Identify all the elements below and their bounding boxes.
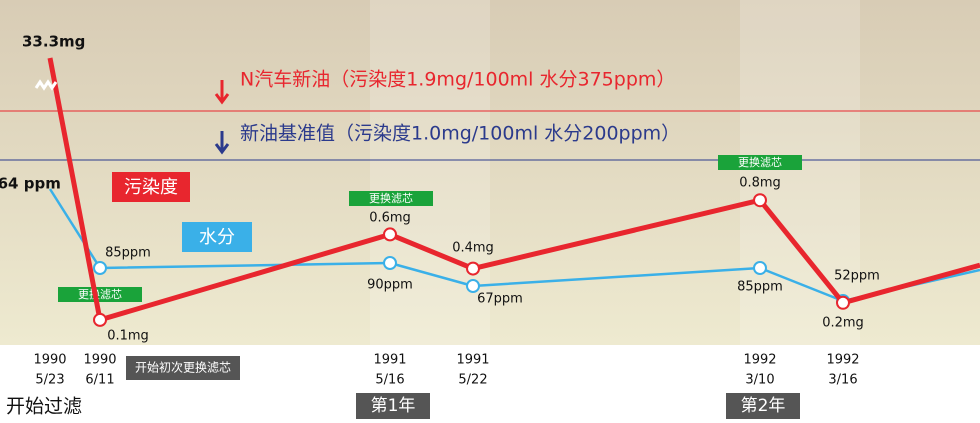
marker xyxy=(383,227,397,242)
marker xyxy=(93,312,107,327)
x-year-label: 1991 xyxy=(456,353,489,368)
x-date-label: 5/22 xyxy=(458,373,487,388)
marker xyxy=(753,261,767,275)
start-label: 开始过滤 xyxy=(6,396,82,418)
x-date-label: 3/16 xyxy=(828,373,857,388)
data-label: 0.1mg xyxy=(107,329,149,344)
marker xyxy=(383,256,397,270)
band xyxy=(370,0,490,345)
x-year-label: 1990 xyxy=(33,353,66,368)
tag xyxy=(718,155,802,170)
x-year-label: 1992 xyxy=(743,353,776,368)
note: 开始初次更换滤芯 xyxy=(135,361,231,375)
x-date-label: 5/23 xyxy=(35,373,64,388)
data-label: 85ppm xyxy=(737,280,783,295)
year-box xyxy=(726,393,800,419)
data-label: 52ppm xyxy=(834,269,880,284)
data-label: 0.2mg xyxy=(822,316,864,331)
marker xyxy=(466,261,480,276)
tag-label: 更换滤芯 xyxy=(738,155,782,169)
data-label: 90ppm xyxy=(367,278,413,293)
axis-break xyxy=(34,79,58,91)
marker xyxy=(466,279,480,293)
year-label: 第2年 xyxy=(741,396,786,416)
marker xyxy=(93,261,107,275)
legend-box xyxy=(182,222,252,252)
tag xyxy=(58,287,142,302)
x-date-label: 6/11 xyxy=(85,373,114,388)
data-label: 0.4mg xyxy=(452,241,494,256)
band xyxy=(740,0,860,345)
x-year-label: 1992 xyxy=(826,353,859,368)
arrow xyxy=(214,80,230,105)
data-label: 33.3mg xyxy=(22,33,85,51)
x-date-label: 3/10 xyxy=(745,373,774,388)
x-year-label: 1990 xyxy=(83,353,116,368)
reference-label: 新油基准值（污染度1.0mg/100ml 水分200ppm） xyxy=(240,123,680,145)
data-label: 0.8mg xyxy=(739,176,781,191)
x-date-label: 5/16 xyxy=(375,373,404,388)
note-box xyxy=(126,356,240,380)
marker xyxy=(836,295,850,310)
x-year-label: 1991 xyxy=(373,353,406,368)
arrow xyxy=(214,131,230,155)
reference-label: N汽车新油（污染度1.9mg/100ml 水分375ppm） xyxy=(240,69,675,91)
data-label: 67ppm xyxy=(477,292,523,307)
legend-label: 污染度 xyxy=(124,177,178,198)
marker xyxy=(753,193,767,208)
data-label: 164 ppm xyxy=(0,175,61,193)
tag-label: 更换滤芯 xyxy=(369,191,413,205)
legend-label: 水分 xyxy=(199,227,235,248)
data-label: 85ppm xyxy=(105,246,151,261)
tag xyxy=(349,191,433,206)
tag-label: 更换滤芯 xyxy=(78,287,122,301)
year-box xyxy=(356,393,430,419)
legend-box xyxy=(112,172,190,202)
year-label: 第1年 xyxy=(371,396,416,416)
data-label: 0.6mg xyxy=(369,211,411,226)
